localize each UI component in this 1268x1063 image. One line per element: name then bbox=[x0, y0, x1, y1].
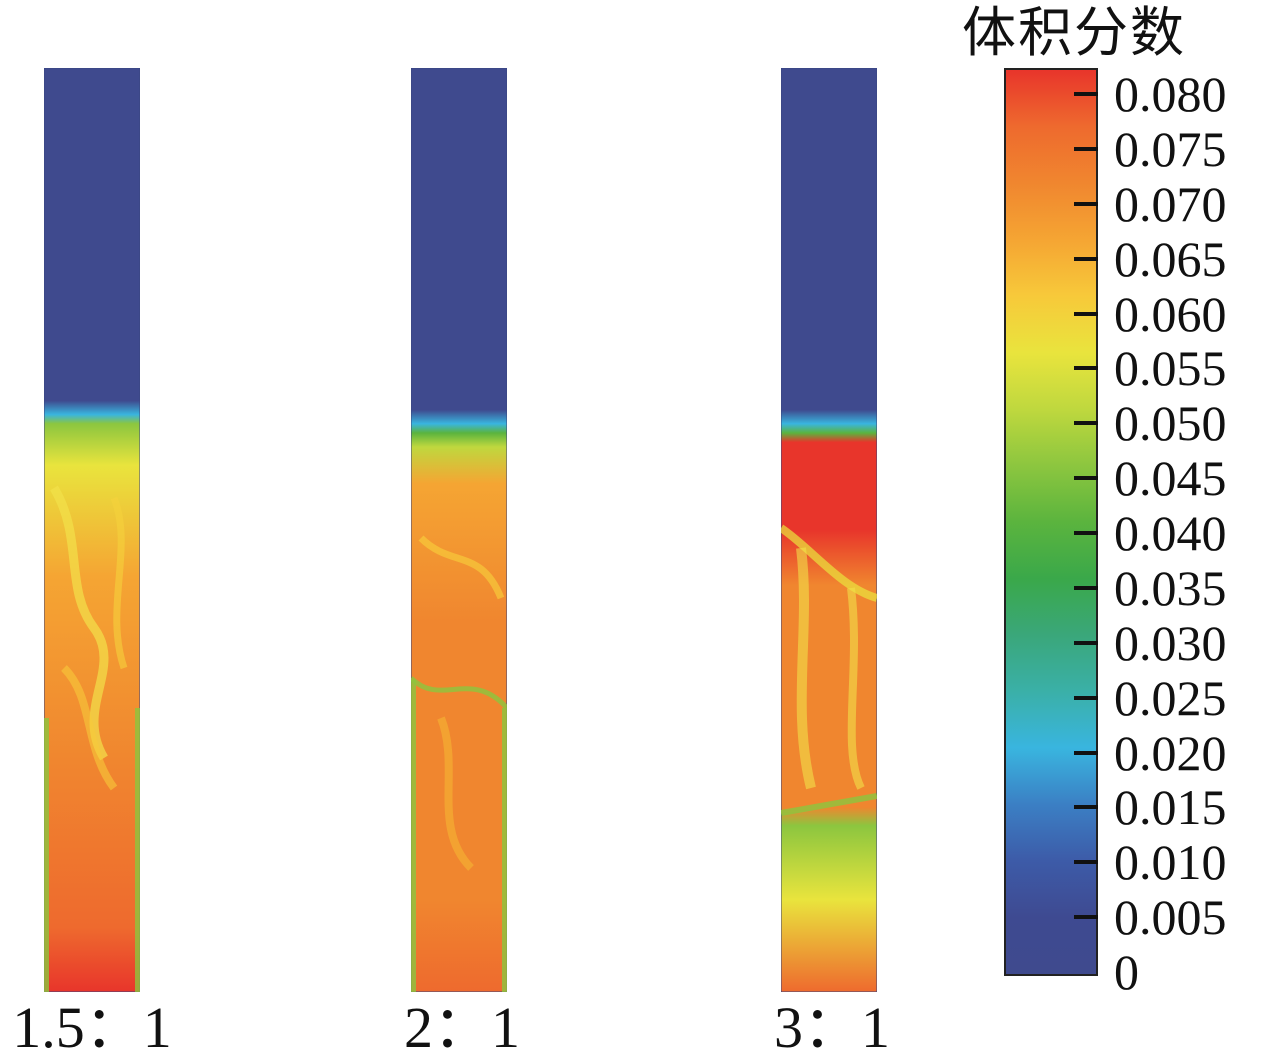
legend-tick-mark bbox=[1074, 366, 1098, 371]
case-label-3: 3：1 bbox=[773, 995, 891, 1060]
colorbar bbox=[1004, 68, 1098, 976]
contour-column-2 bbox=[411, 68, 507, 992]
legend-tick-label: 0.060 bbox=[1114, 285, 1227, 342]
legend-tick-mark bbox=[1074, 531, 1098, 535]
legend-tick-label: 0.015 bbox=[1114, 779, 1227, 836]
legend-tick-label: 0.045 bbox=[1114, 450, 1227, 507]
legend-tick-label: 0.075 bbox=[1114, 120, 1227, 177]
legend-title: 体积分数 bbox=[962, 1, 1186, 64]
legend-tick-label: 0.030 bbox=[1114, 614, 1227, 671]
legend-tick-label: 0.020 bbox=[1114, 724, 1227, 781]
contour-column-3 bbox=[781, 68, 877, 992]
legend-tick-mark bbox=[1074, 146, 1098, 151]
legend-tick-label: 0.035 bbox=[1114, 559, 1227, 616]
legend-tick-mark bbox=[1074, 201, 1098, 206]
case-label-2: 2：1 bbox=[403, 995, 521, 1060]
legend-tick-mark bbox=[1074, 585, 1098, 590]
legend-tick-label: 0.080 bbox=[1114, 66, 1227, 122]
legend-tick-mark bbox=[1074, 915, 1098, 920]
legend-tick-label: 0.005 bbox=[1114, 889, 1227, 946]
contour-column-1 bbox=[44, 68, 140, 992]
legend-tick-label: 0.040 bbox=[1114, 505, 1227, 561]
legend-tick-mark bbox=[1074, 860, 1098, 865]
legend-tick-label: 0.050 bbox=[1114, 395, 1227, 452]
legend-tick-label: 0 bbox=[1114, 944, 1139, 1000]
legend-tick-label: 0.010 bbox=[1114, 834, 1227, 891]
legend-tick-mark bbox=[1074, 311, 1098, 316]
legend-tick-mark bbox=[1074, 750, 1098, 755]
legend-tick-label: 0.065 bbox=[1114, 230, 1227, 287]
legend-tick-mark bbox=[1074, 476, 1098, 481]
legend-tick-label: 0.025 bbox=[1114, 669, 1227, 726]
legend-tick-label: 0.070 bbox=[1114, 175, 1227, 232]
legend-tick-mark bbox=[1074, 256, 1098, 261]
legend-tick-mark bbox=[1074, 640, 1098, 645]
legend-tick-mark bbox=[1074, 92, 1098, 96]
legend-tick-label: 0.055 bbox=[1114, 340, 1227, 397]
legend-tick-mark bbox=[1074, 805, 1098, 810]
legend-tick-mark bbox=[1074, 695, 1098, 700]
legend-tick-mark bbox=[1074, 421, 1098, 426]
case-label-1: 1.5：1 bbox=[12, 995, 172, 1060]
